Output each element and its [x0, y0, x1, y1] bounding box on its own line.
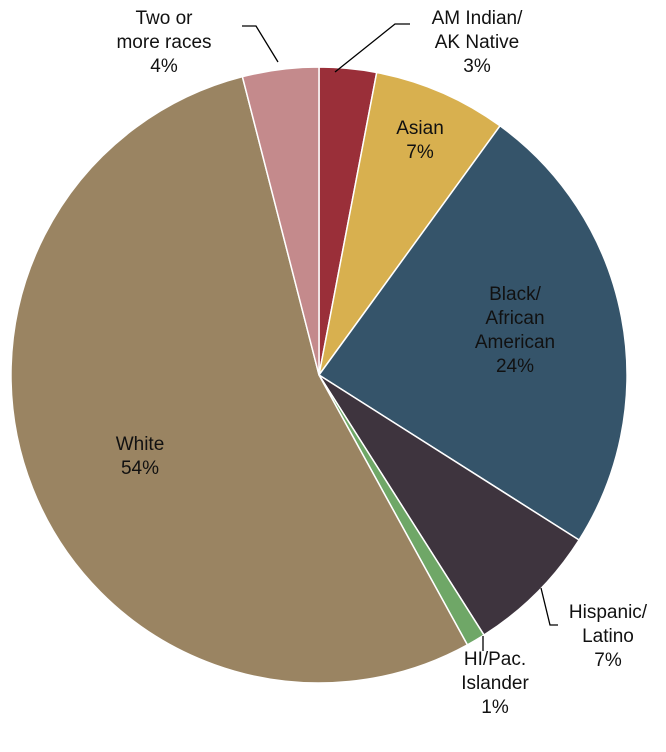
slice-labels: AM Indian/AK Native 3% Asian 7% Black/Africa… — [116, 8, 648, 718]
slice-name-hispanic-latino: Latino — [582, 626, 634, 647]
pie-slices — [10, 66, 628, 684]
leader-lines — [242, 23, 558, 651]
slice-name-black-african-american: Black/ — [489, 284, 541, 305]
slice-name-two-or-more-races: Two or — [135, 8, 193, 29]
slice-name-two-or-more-races: more races — [116, 32, 211, 53]
slice-name-hi-pac-islander: Islander — [461, 673, 529, 694]
slice-label-asian: Asian 7% — [396, 118, 444, 163]
leader-line-hispanic-latino — [540, 587, 558, 626]
slice-label-two-or-more-races: Two or more races 4% — [116, 8, 211, 77]
slice-value-white: 54% — [121, 458, 159, 479]
pie-slice-hispanic-latino — [318, 374, 580, 636]
slice-label-white: White 54% — [116, 434, 165, 479]
pie-slice-white — [10, 75, 469, 684]
slice-value-asian: 7% — [406, 142, 434, 163]
slice-value-two-or-more-races: 4% — [150, 56, 178, 77]
slice-label-black-african-american: Black/African American 24% — [475, 284, 555, 377]
slice-label-hi-pac-islander: HI/Pac. Islander 1% — [461, 649, 529, 718]
leader-line-am-indian-ak-native — [334, 23, 410, 73]
slice-label-hispanic-latino: Hispanic/Latino 7% — [569, 602, 648, 671]
pie-slice-two-or-more-races — [241, 66, 320, 376]
slice-value-hispanic-latino: 7% — [594, 650, 622, 671]
pie-slice-black-african-american — [318, 125, 628, 541]
slice-name-hispanic-latino: Hispanic/ — [569, 602, 648, 623]
slice-value-am-indian-ak-native: 3% — [463, 56, 491, 77]
slice-label-am-indian-ak-native: AM Indian/AK Native 3% — [432, 8, 524, 77]
slice-name-am-indian-ak-native: AK Native — [435, 32, 519, 53]
slice-value-black-african-american: 24% — [496, 356, 534, 377]
pie-slice-asian — [318, 71, 501, 376]
leader-line-two-or-more-races — [242, 25, 279, 63]
slice-value-hi-pac-islander: 1% — [481, 697, 509, 718]
slice-name-asian: Asian — [396, 118, 444, 139]
slice-name-black-african-american: American — [475, 332, 555, 353]
slice-name-white: White — [116, 434, 165, 455]
slice-name-am-indian-ak-native: AM Indian/ — [432, 8, 524, 29]
slice-name-black-african-american: African — [485, 308, 544, 329]
slice-name-hi-pac-islander: HI/Pac. — [464, 649, 526, 670]
